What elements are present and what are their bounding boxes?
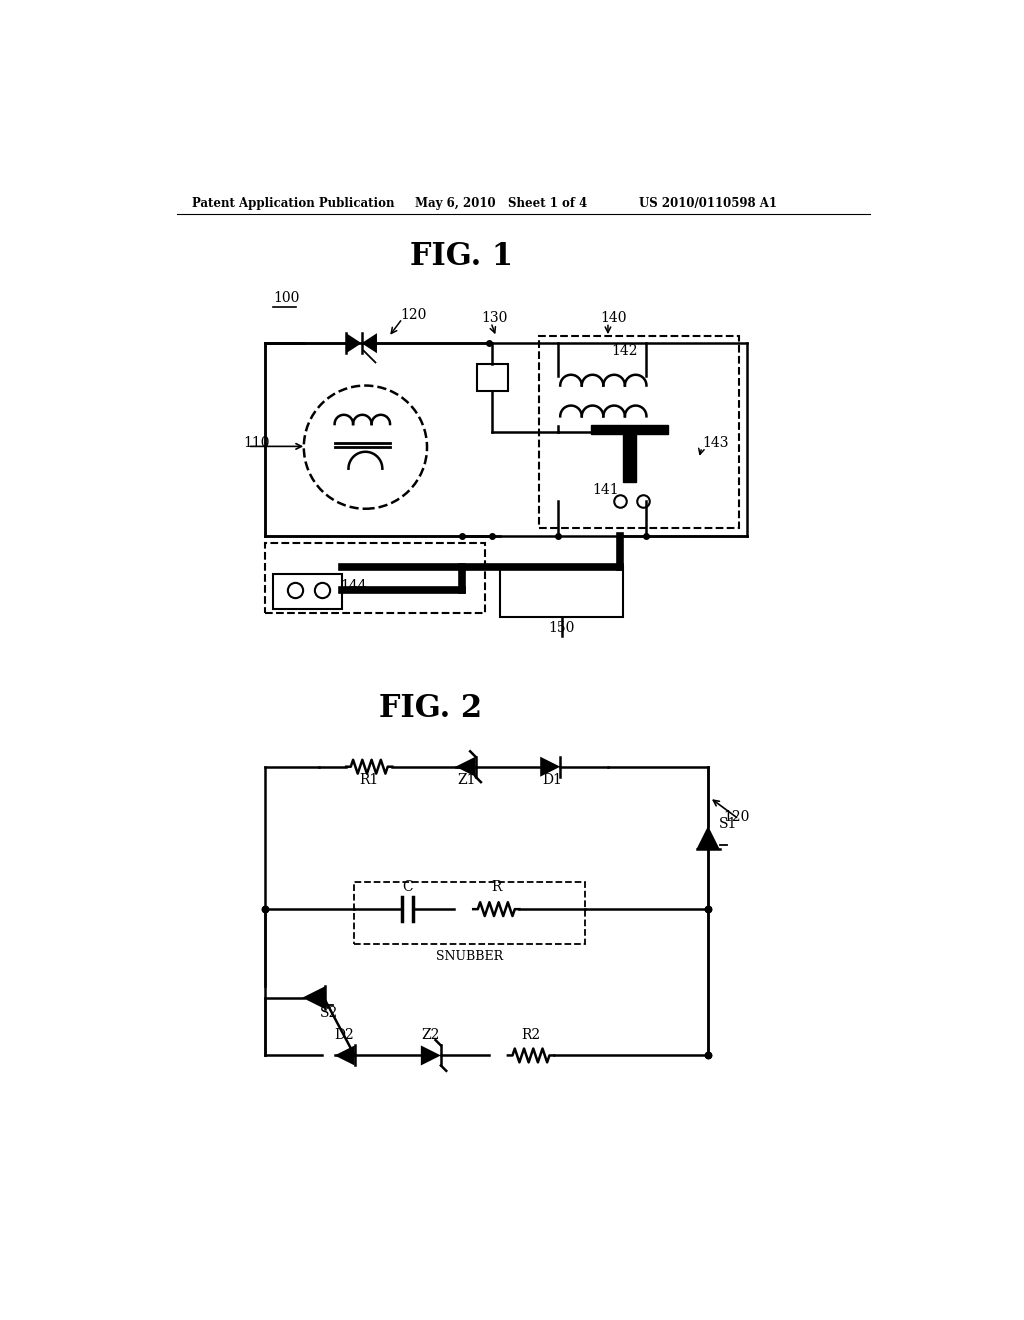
Text: May 6, 2010   Sheet 1 of 4: May 6, 2010 Sheet 1 of 4 [416,197,588,210]
Polygon shape [696,826,720,849]
Polygon shape [302,986,326,1010]
Text: FIG. 2: FIG. 2 [379,693,482,725]
Polygon shape [421,1045,441,1065]
Polygon shape [346,333,361,354]
Text: 120: 120 [400,308,426,322]
Bar [273,574,342,609]
Polygon shape [456,756,475,776]
Bar [591,425,668,434]
Bar [265,544,484,612]
Text: R1: R1 [359,772,379,787]
Bar [477,364,508,391]
Text: 150: 150 [549,622,574,635]
Text: SNUBBER: SNUBBER [436,950,503,964]
Text: R2: R2 [521,1027,541,1041]
Text: 100: 100 [273,290,299,305]
Text: 110: 110 [244,437,270,450]
Bar [354,882,585,944]
Bar [624,434,636,482]
Text: C: C [402,879,413,894]
Text: D2: D2 [335,1027,354,1041]
Text: 142: 142 [611,345,638,358]
Bar [539,335,739,528]
Polygon shape [361,333,377,354]
Bar [500,566,624,616]
Text: 120: 120 [724,809,750,824]
Text: 144: 144 [340,578,367,593]
Text: S2: S2 [319,1006,338,1020]
Text: 130: 130 [481,310,507,325]
Text: D1: D1 [542,772,562,787]
Text: Z2: Z2 [422,1027,440,1041]
Text: S1: S1 [719,817,737,832]
Text: FIG. 1: FIG. 1 [411,242,513,272]
Text: 140: 140 [600,310,627,325]
Text: Patent Application Publication: Patent Application Publication [193,197,394,210]
Polygon shape [335,1045,354,1065]
Text: 143: 143 [701,437,728,450]
Text: Z1: Z1 [458,772,476,787]
Polygon shape [541,756,560,776]
Text: R: R [492,879,502,894]
Text: 141: 141 [593,483,620,496]
Text: US 2010/0110598 A1: US 2010/0110598 A1 [639,197,777,210]
